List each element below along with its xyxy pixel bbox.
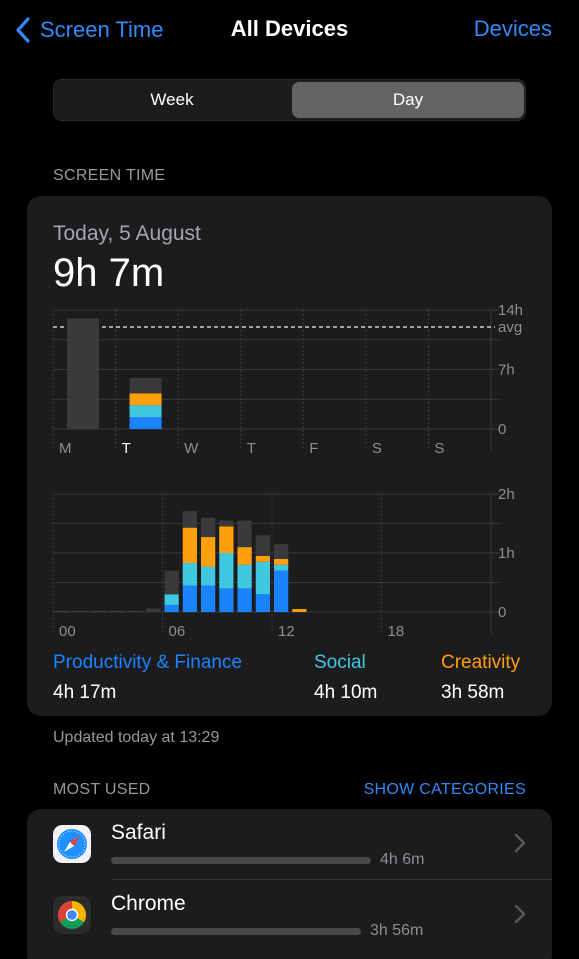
app-row-chrome[interactable]: Chrome 3h 56m <box>27 880 552 951</box>
hour-bar-segment[interactable] <box>255 594 270 612</box>
hour-bar-segment[interactable] <box>219 526 234 553</box>
hour-bar-segment[interactable] <box>219 520 234 527</box>
hour-bar-segment[interactable] <box>237 520 252 548</box>
x-tick-label: T <box>247 440 256 457</box>
hour-bar-segment[interactable] <box>146 608 161 612</box>
hour-bar-segment[interactable] <box>237 588 252 612</box>
category-value: 4h 17m <box>53 682 117 703</box>
hour-bar-segment[interactable] <box>201 537 216 567</box>
app-usage-time: 4h 6m <box>380 851 425 868</box>
hour-bar-segment[interactable] <box>255 535 270 556</box>
show-categories-button[interactable]: SHOW CATEGORIES <box>363 781 526 798</box>
app-row-safari[interactable]: Safari 4h 6m <box>27 809 552 880</box>
category-label: Productivity & Finance <box>53 652 243 673</box>
hour-bar-segment[interactable] <box>182 585 197 612</box>
chevron-right-icon <box>514 904 526 924</box>
category-productivity: Productivity & Finance 4h 17m <box>53 652 242 704</box>
y-tick-label: 2h <box>498 486 515 503</box>
hour-bar-segment[interactable] <box>255 555 270 562</box>
hour-bar-segment[interactable] <box>237 547 252 565</box>
chrome-icon <box>53 896 91 934</box>
category-label: Creativity <box>441 652 521 673</box>
segment-day[interactable]: Day <box>292 82 524 118</box>
hour-bar-segment[interactable] <box>73 610 88 613</box>
hour-bar-segment[interactable] <box>274 544 289 559</box>
x-tick-label: 00 <box>59 623 76 640</box>
day-bar-segment[interactable] <box>129 417 162 429</box>
hour-bar-segment[interactable] <box>55 610 70 613</box>
hour-bar-segment[interactable] <box>164 604 179 612</box>
date-label: Today, 5 August <box>53 222 201 245</box>
devices-button[interactable]: Devices <box>473 16 552 41</box>
back-label: Screen Time <box>40 17 164 42</box>
category-creativity: Creativity 3h 58m <box>441 652 520 704</box>
hour-bar-segment[interactable] <box>274 570 289 612</box>
chevron-right-icon <box>514 833 526 853</box>
hour-bar-segment[interactable] <box>182 527 197 564</box>
y-tick-label: 0 <box>498 421 506 438</box>
hour-bar-segment[interactable] <box>91 610 106 613</box>
hour-bar-segment[interactable] <box>182 511 197 528</box>
hour-bar-segment[interactable] <box>182 563 197 586</box>
hour-bar-segment[interactable] <box>164 570 179 595</box>
app-usage-time: 3h 56m <box>370 922 424 939</box>
x-tick-label: W <box>184 440 199 457</box>
y-tick-label: 14h <box>498 302 523 319</box>
hour-bar-segment[interactable] <box>128 610 143 613</box>
day-bar-segment[interactable] <box>129 393 162 406</box>
category-social: Social 4h 10m <box>314 652 377 704</box>
hourly-usage-chart: 00 06 12 18 2h 1h 0 <box>52 486 515 640</box>
hour-bar-segment[interactable] <box>237 564 252 589</box>
y-tick-label: 1h <box>498 545 515 562</box>
row-divider <box>111 879 552 880</box>
x-tick-label: 06 <box>169 623 186 640</box>
segment-week[interactable]: Week <box>150 90 194 109</box>
hour-bar-segment[interactable] <box>255 561 270 595</box>
screen-time-card[interactable]: Today, 5 August 9h 7m M T W T F S S 14h avg 7h 0 0… <box>27 196 552 716</box>
app-usage-bar <box>111 857 371 864</box>
screen-time-section-label: SCREEN TIME <box>53 167 166 184</box>
hour-bar-segment[interactable] <box>274 558 289 565</box>
hour-bar-segment[interactable] <box>292 609 307 612</box>
hour-bar-segment[interactable] <box>201 585 216 612</box>
hour-bar-segment[interactable] <box>201 566 216 586</box>
day-bar-segment[interactable] <box>129 378 162 394</box>
app-name: Safari <box>111 821 166 844</box>
safari-icon <box>53 825 91 863</box>
page-title: All Devices <box>230 16 349 41</box>
app-name: Chrome <box>111 892 186 915</box>
hour-bar-segment[interactable] <box>109 610 124 613</box>
day-bar-segment[interactable] <box>67 318 99 430</box>
updated-timestamp: Updated today at 13:29 <box>53 729 220 746</box>
app-usage-bar <box>111 928 361 935</box>
category-value: 3h 58m <box>441 682 505 703</box>
back-button[interactable]: Screen Time <box>14 14 164 46</box>
x-tick-label: M <box>59 440 72 457</box>
period-segmented-control: Week Day <box>53 79 526 121</box>
most-used-section-label: MOST USED <box>53 781 151 798</box>
y-tick-label: 0 <box>498 604 506 621</box>
category-label: Social <box>314 652 366 673</box>
y-tick-label: avg <box>498 319 522 336</box>
x-tick-label: S <box>434 440 444 457</box>
category-value: 4h 10m <box>314 682 378 703</box>
most-used-list: Safari 4h 6m Chrome 3h 56m <box>27 809 552 959</box>
hour-bar-segment[interactable] <box>201 517 216 538</box>
x-tick-label: S <box>372 440 382 457</box>
x-tick-label: 12 <box>278 623 295 640</box>
hour-bar-segment[interactable] <box>274 564 289 571</box>
x-tick-label: T <box>122 440 131 457</box>
day-bar-segment[interactable] <box>129 405 162 418</box>
hour-bar-segment[interactable] <box>219 588 234 612</box>
x-tick-label: 18 <box>388 623 405 640</box>
hour-bar-segment[interactable] <box>219 553 234 589</box>
navigation-bar: Screen Time All Devices Devices <box>0 0 579 60</box>
hour-bar-segment[interactable] <box>164 594 179 605</box>
x-tick-label: F <box>309 440 318 457</box>
total-screen-time: 9h 7m <box>53 251 165 295</box>
chevron-left-icon <box>16 17 30 43</box>
y-tick-label: 7h <box>498 362 515 379</box>
